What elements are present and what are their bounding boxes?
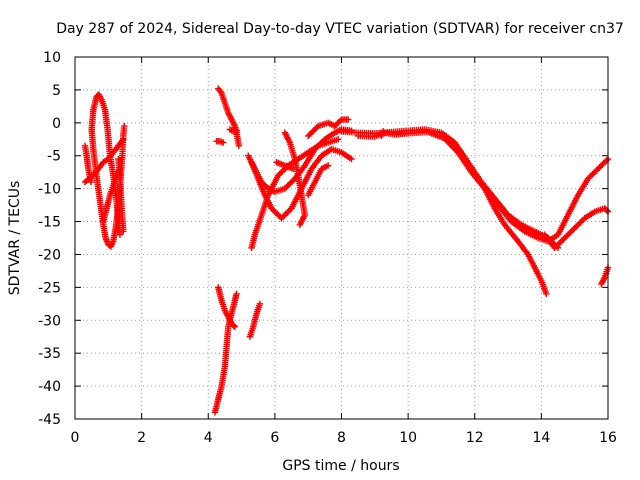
data-point-marker — [120, 228, 127, 235]
data-series — [281, 129, 309, 229]
data-series — [304, 116, 352, 140]
x-tick-label: 14 — [532, 430, 550, 446]
x-axis-label: GPS time / hours — [282, 458, 399, 474]
x-tick-label: 12 — [466, 430, 484, 446]
chart-title: Day 287 of 2024, Sidereal Day-to-day VTE… — [56, 21, 624, 37]
data-series — [115, 155, 127, 235]
y-tick-label: -5 — [47, 149, 61, 165]
data-series — [211, 290, 240, 416]
y-tick-label: -30 — [38, 313, 61, 329]
data-series — [226, 126, 240, 135]
data-point-marker — [348, 155, 355, 163]
x-tick-label: 16 — [599, 430, 617, 446]
y-tick-label: -35 — [38, 346, 61, 362]
data-series — [541, 205, 612, 252]
x-tick-label: 6 — [270, 430, 279, 446]
y-tick-label: -25 — [38, 280, 61, 296]
data-series — [544, 155, 612, 245]
data-point-marker — [296, 221, 304, 229]
x-tick-label: 4 — [204, 430, 213, 446]
data-point-marker — [603, 157, 610, 164]
data-point-marker — [233, 290, 240, 298]
data-point-marker — [286, 206, 294, 213]
data-series — [354, 128, 552, 245]
data-series — [246, 300, 264, 340]
x-tick-label: 10 — [399, 430, 417, 446]
y-tick-label: -10 — [38, 182, 61, 198]
x-tick-label: 8 — [337, 430, 346, 446]
y-tick-label: 0 — [52, 116, 61, 132]
data-series — [481, 185, 550, 298]
data-series — [273, 159, 297, 173]
x-tick-labels: 0 2 4 6 8 10 12 14 16 — [71, 430, 617, 446]
data-series — [100, 165, 124, 225]
data-series — [598, 264, 612, 288]
y-tick-label: 10 — [43, 50, 61, 66]
data-point-marker — [120, 136, 127, 143]
data-point-marker — [379, 128, 387, 135]
data-point-marker — [334, 136, 342, 143]
y-tick-label: -40 — [38, 379, 61, 395]
grid-lines — [75, 57, 608, 419]
data-point-marker — [230, 322, 237, 329]
data-series — [215, 85, 243, 150]
data-point-marker — [256, 300, 264, 308]
data-series — [304, 162, 332, 199]
data-point-marker — [220, 139, 227, 146]
data-points — [81, 85, 612, 416]
x-tick-label: 2 — [137, 430, 146, 446]
data-point-marker — [231, 323, 239, 331]
y-tick-label: -15 — [38, 215, 61, 231]
data-point-marker — [344, 116, 352, 123]
data-series — [81, 142, 95, 186]
plot-frame — [74, 56, 609, 420]
y-axis-label: SDTVAR / TECUs — [7, 181, 23, 296]
data-series — [81, 136, 127, 186]
x-tick-label: 0 — [71, 430, 80, 446]
y-tick-labels: 10 5 0 -5 -10 -15 -20 -25 -30 -35 -40 -45 — [38, 50, 61, 428]
data-point-marker — [313, 124, 320, 131]
data-point-marker — [289, 165, 297, 173]
data-point-marker — [324, 162, 332, 169]
y-tick-label: -20 — [38, 247, 61, 263]
data-series — [215, 284, 239, 331]
data-point-marker — [235, 142, 243, 150]
data-series — [378, 128, 387, 140]
data-point-marker — [233, 127, 240, 134]
y-tick-label: -45 — [38, 412, 61, 428]
data-point-marker — [116, 231, 124, 238]
data-point-marker — [603, 207, 611, 214]
data-point-marker — [336, 117, 344, 125]
y-tick-label: 5 — [52, 83, 61, 99]
data-point-marker — [121, 122, 128, 130]
data-point-marker — [543, 290, 550, 298]
data-series — [213, 138, 227, 146]
